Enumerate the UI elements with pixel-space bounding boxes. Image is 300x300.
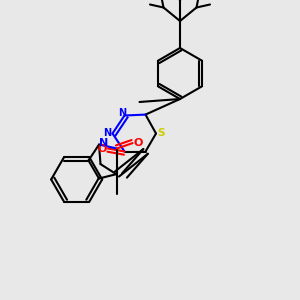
Text: O: O <box>133 138 143 148</box>
Text: N: N <box>118 108 126 118</box>
Text: N: N <box>103 128 111 139</box>
Text: O: O <box>98 143 107 154</box>
Text: N: N <box>99 138 108 148</box>
Text: S: S <box>158 128 165 139</box>
